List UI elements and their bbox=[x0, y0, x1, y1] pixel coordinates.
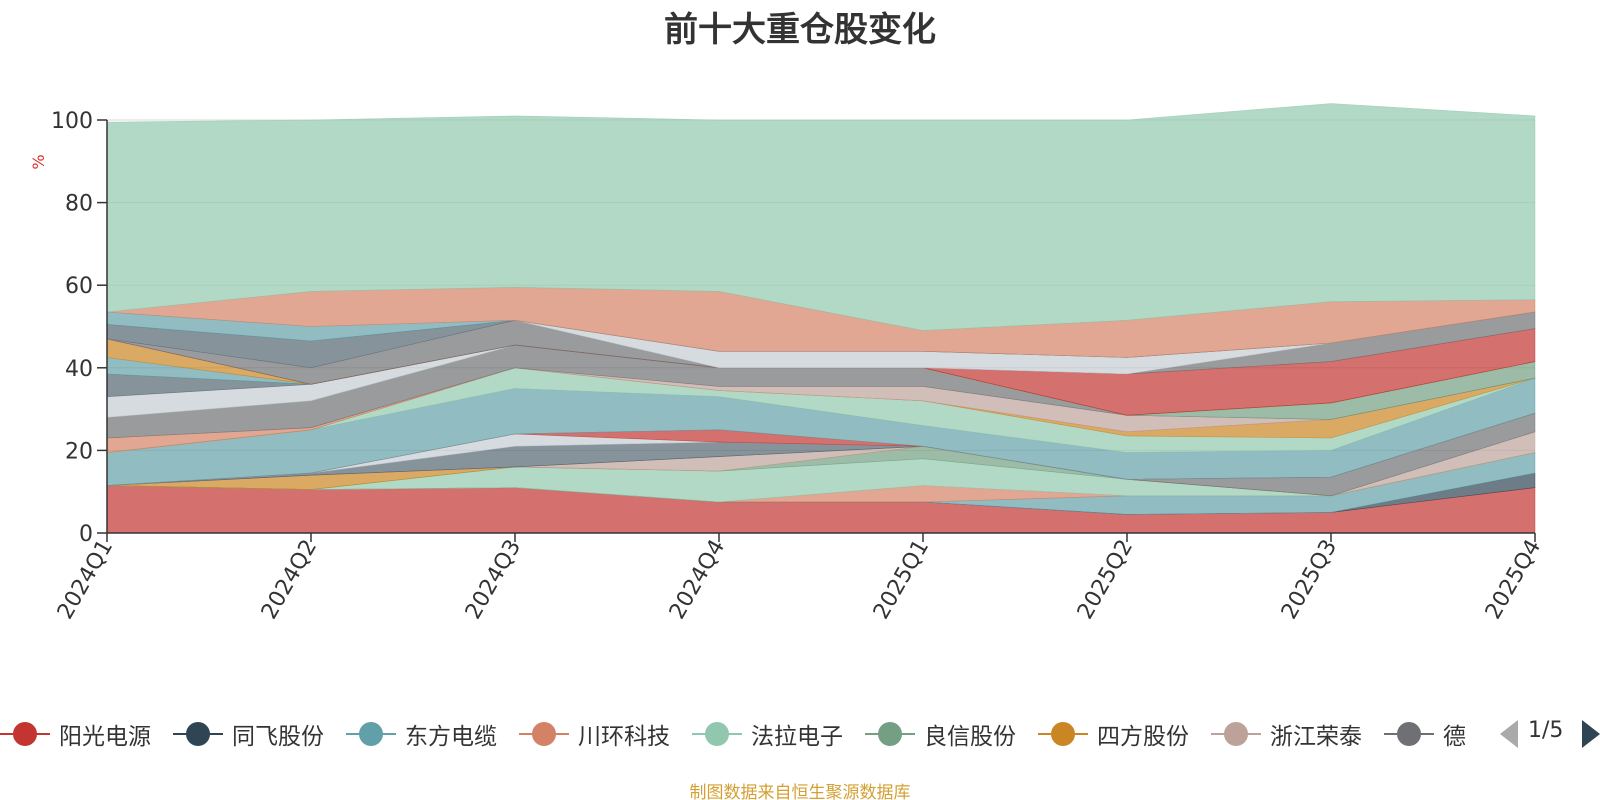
legend-marker-icon bbox=[865, 721, 915, 747]
y-tick-label: 80 bbox=[65, 192, 93, 217]
y-tick-label: 100 bbox=[51, 109, 93, 134]
legend-page-indicator: 1/5 bbox=[1528, 718, 1564, 743]
legend-item[interactable]: 同飞股份 bbox=[173, 714, 324, 754]
legend: 阳光电源 同飞股份 东方电缆 川环科技 法拉电子 良信股份 四方股份 浙江荣泰 德 1/5 bbox=[0, 714, 1600, 754]
y-axis-unit-label: % bbox=[29, 154, 48, 169]
legend-item[interactable]: 东方电缆 bbox=[346, 714, 497, 754]
legend-label: 四方股份 bbox=[1097, 724, 1189, 750]
legend-item[interactable]: 法拉电子 bbox=[692, 714, 843, 754]
legend-marker-icon bbox=[1038, 721, 1088, 747]
legend-label: 东方电缆 bbox=[405, 724, 497, 750]
legend-label: 法拉电子 bbox=[751, 724, 843, 750]
x-tick-label: 2025Q1 bbox=[869, 536, 934, 624]
legend-item[interactable]: 川环科技 bbox=[519, 714, 670, 754]
legend-pager: 1/5 bbox=[1500, 714, 1600, 754]
legend-item[interactable]: 德 bbox=[1384, 714, 1466, 754]
legend-label: 同飞股份 bbox=[232, 724, 324, 750]
legend-marker-icon bbox=[1211, 721, 1261, 747]
area-layer bbox=[106, 103, 1536, 534]
area-series-29[interactable] bbox=[106, 103, 1536, 331]
legend-marker-icon bbox=[346, 721, 396, 747]
legend-label: 良信股份 bbox=[924, 724, 1016, 750]
legend-items: 阳光电源 同飞股份 东方电缆 川环科技 法拉电子 良信股份 四方股份 浙江荣泰 德 bbox=[0, 714, 1482, 754]
x-tick-label: 2025Q4 bbox=[1481, 536, 1546, 624]
chart-title: 前十大重仓股变化 bbox=[664, 10, 936, 50]
y-tick-label: 40 bbox=[65, 357, 93, 382]
y-tick-label: 0 bbox=[79, 522, 93, 547]
legend-marker-icon bbox=[519, 721, 569, 747]
source-note: 制图数据来自恒生聚源数据库 bbox=[689, 783, 911, 800]
legend-marker-icon bbox=[173, 721, 223, 747]
x-tick-label: 2025Q2 bbox=[1073, 536, 1138, 624]
legend-item[interactable]: 浙江荣泰 bbox=[1211, 714, 1362, 754]
legend-marker-icon bbox=[1384, 721, 1434, 747]
legend-prev-page-icon[interactable] bbox=[1500, 720, 1518, 748]
legend-label: 川环科技 bbox=[578, 724, 670, 750]
x-tick-label: 2024Q3 bbox=[461, 536, 526, 624]
x-tick-label: 2024Q4 bbox=[665, 536, 730, 624]
x-tick-label: 2024Q1 bbox=[53, 536, 118, 624]
y-tick-label: 20 bbox=[65, 439, 93, 464]
legend-label: 德 bbox=[1443, 724, 1466, 750]
y-tick-label: 60 bbox=[65, 274, 93, 299]
legend-marker-icon bbox=[0, 721, 50, 747]
legend-marker-icon bbox=[692, 721, 742, 747]
chart-plot: 0 20 40 60 80 100 2024Q1 2024Q2 2024Q3 2024Q4 2025… bbox=[29, 103, 1546, 624]
legend-label: 阳光电源 bbox=[59, 724, 151, 750]
x-tick-label: 2024Q2 bbox=[257, 536, 322, 624]
x-tick-label: 2025Q3 bbox=[1277, 536, 1342, 624]
legend-next-page-icon[interactable] bbox=[1582, 720, 1600, 748]
legend-label: 浙江荣泰 bbox=[1270, 724, 1362, 750]
legend-item[interactable]: 四方股份 bbox=[1038, 714, 1189, 754]
legend-item[interactable]: 阳光电源 bbox=[0, 714, 151, 754]
legend-item[interactable]: 良信股份 bbox=[865, 714, 1016, 754]
